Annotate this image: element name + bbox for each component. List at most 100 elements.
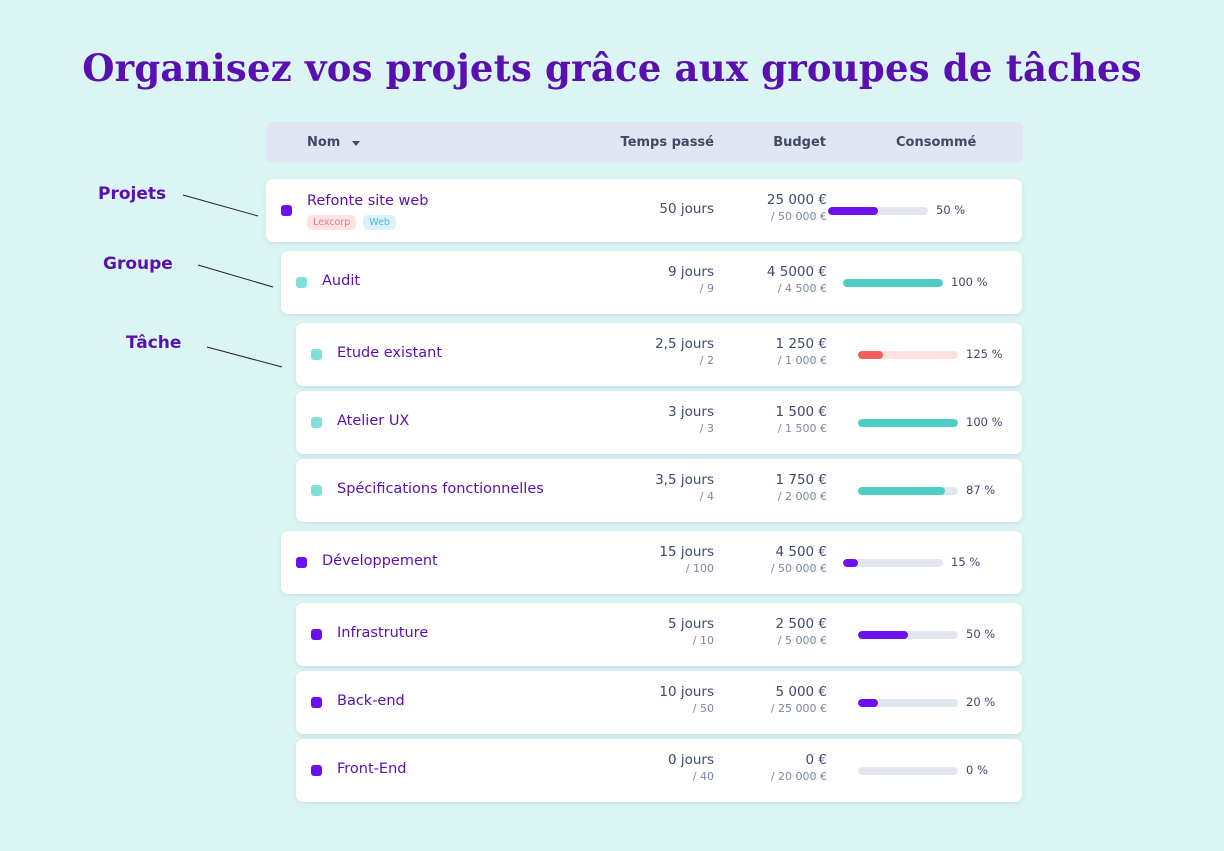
annotation-projects: Projets — [98, 184, 167, 204]
time-planned-value: / 40 — [692, 770, 714, 783]
consumption-progress-bar — [858, 631, 958, 639]
time-spent: 10 jours / 50 — [659, 684, 714, 716]
tag-badge[interactable]: Web — [363, 215, 396, 230]
budget-spent-value: 1 250 € — [775, 336, 827, 352]
consumption-progress-bar — [828, 207, 928, 215]
budget: 25 000 € / 50 000 € — [767, 192, 827, 224]
annotation-line-projects — [182, 194, 259, 217]
task-row[interactable]: Front-End 0 jours / 40 0 € / 20 000 € 0 … — [296, 739, 1022, 802]
budget: 1 250 € / 1 000 € — [775, 336, 827, 368]
budget-total-value: / 4 500 € — [777, 282, 827, 295]
budget-spent-value: 25 000 € — [766, 192, 827, 208]
time-planned-value: / 50 — [692, 702, 714, 715]
group-row[interactable]: Audit 9 jours / 9 4 5000 € / 4 500 € 100… — [281, 251, 1022, 314]
annotation-line-task — [206, 346, 283, 368]
group-name[interactable]: Audit — [322, 273, 361, 289]
task-row[interactable]: Atelier UX 3 jours / 3 1 500 € / 1 500 €… — [296, 391, 1022, 454]
column-header-name[interactable]: Nom — [307, 135, 361, 150]
time-spent: 15 jours / 100 — [659, 544, 714, 576]
group-row[interactable]: Développement 15 jours / 100 4 500 € / 5… — [281, 531, 1022, 594]
time-spent-value: 15 jours — [659, 544, 714, 560]
task-row[interactable]: Infrastruture 5 jours / 10 2 500 € / 5 0… — [296, 603, 1022, 666]
annotation-line-group — [197, 264, 274, 288]
consumption-progress-fill — [858, 699, 878, 707]
project-row[interactable]: Refonte site web Lexcorp Web 50 jours 25 … — [266, 179, 1022, 242]
status-dot-icon — [281, 205, 292, 216]
annotation-task: Tâche — [126, 333, 182, 353]
time-spent-value: 10 jours — [659, 684, 714, 700]
tag-list: Lexcorp Web — [307, 215, 396, 230]
time-spent: 9 jours / 9 — [668, 264, 714, 296]
consumption-progress-fill — [858, 487, 945, 495]
status-dot-icon — [311, 765, 322, 776]
sort-caret-icon[interactable] — [352, 140, 361, 146]
time-spent: 3,5 jours / 4 — [655, 472, 714, 504]
consumption-percent: 50 % — [936, 203, 966, 217]
budget: 0 € / 20 000 € — [771, 752, 827, 784]
consumption-percent: 125 % — [966, 347, 1003, 361]
budget: 5 000 € / 25 000 € — [771, 684, 827, 716]
task-name[interactable]: Back-end — [337, 693, 405, 709]
consumption-progress-bar — [858, 487, 958, 495]
time-spent: 2,5 jours / 2 — [655, 336, 714, 368]
table-header: Nom Temps passé Budget Consommé — [266, 122, 1023, 163]
budget-total-value: / 20 000 € — [770, 770, 827, 783]
consumption-progress-fill — [828, 207, 878, 215]
time-spent-value: 50 jours — [659, 201, 714, 217]
consumption-percent: 87 % — [966, 483, 996, 497]
budget: 1 500 € / 1 500 € — [775, 404, 827, 436]
task-name[interactable]: Spécifications fonctionnelles — [337, 481, 544, 497]
budget-total-value: / 50 000 € — [770, 562, 827, 575]
budget: 1 750 € / 2 000 € — [775, 472, 827, 504]
time-spent: 3 jours / 3 — [668, 404, 714, 436]
time-planned-value: / 9 — [699, 282, 714, 295]
consumption-percent: 15 % — [951, 555, 981, 569]
budget-spent-value: 5 000 € — [775, 684, 827, 700]
project-name[interactable]: Refonte site web — [307, 193, 429, 209]
status-dot-icon — [296, 277, 307, 288]
consumption-progress-fill — [858, 419, 958, 427]
task-name[interactable]: Atelier UX — [337, 413, 410, 429]
consumption-progress-fill — [843, 559, 858, 567]
status-dot-icon — [311, 629, 322, 640]
time-planned-value: / 2 — [699, 354, 714, 367]
time-spent: 5 jours / 10 — [668, 616, 714, 648]
budget-total-value: / 2 000 € — [777, 490, 827, 503]
budget-spent-value: 4 500 € — [775, 544, 827, 560]
time-planned-value: / 10 — [692, 634, 714, 647]
time-spent-value: 3,5 jours — [655, 472, 714, 488]
budget: 4 500 € / 50 000 € — [771, 544, 827, 576]
task-name[interactable]: Infrastruture — [337, 625, 429, 641]
budget-total-value: / 25 000 € — [770, 702, 827, 715]
tag-badge[interactable]: Lexcorp — [307, 215, 357, 230]
group-name[interactable]: Développement — [322, 553, 438, 569]
status-dot-icon — [311, 485, 322, 496]
task-row[interactable]: Back-end 10 jours / 50 5 000 € / 25 000 … — [296, 671, 1022, 734]
time-spent-value: 3 jours — [667, 404, 714, 420]
budget-total-value: / 50 000 € — [770, 210, 827, 223]
budget-total-value: / 1 000 € — [777, 354, 827, 367]
column-header-budget[interactable]: Budget — [773, 135, 826, 150]
time-planned-value: / 100 — [685, 562, 714, 575]
budget-spent-value: 0 € — [805, 752, 827, 768]
task-row[interactable]: Spécifications fonctionnelles 3,5 jours … — [296, 459, 1022, 522]
column-header-time[interactable]: Temps passé — [620, 135, 714, 150]
task-row[interactable]: Etude existant 2,5 jours / 2 1 250 € / 1… — [296, 323, 1022, 386]
consumption-percent: 0 % — [966, 763, 988, 777]
page-title: Organisez vos projets grâce aux groupes … — [82, 46, 1142, 90]
consumption-percent: 50 % — [966, 627, 996, 641]
time-spent-value: 9 jours — [667, 264, 714, 280]
time-spent-value: 2,5 jours — [655, 336, 714, 352]
budget-spent-value: 2 500 € — [775, 616, 827, 632]
task-name[interactable]: Front-End — [337, 761, 407, 777]
budget: 2 500 € / 5 000 € — [775, 616, 827, 648]
consumption-progress-bar — [858, 351, 958, 359]
consumption-percent: 100 % — [966, 415, 1003, 429]
annotation-group: Groupe — [103, 254, 173, 274]
time-spent-value: 0 jours — [667, 752, 714, 768]
budget-total-value: / 1 500 € — [777, 422, 827, 435]
task-name[interactable]: Etude existant — [337, 345, 443, 361]
status-dot-icon — [311, 417, 322, 428]
consumption-progress-fill — [858, 351, 883, 359]
column-header-consumed[interactable]: Consommé — [896, 135, 977, 150]
